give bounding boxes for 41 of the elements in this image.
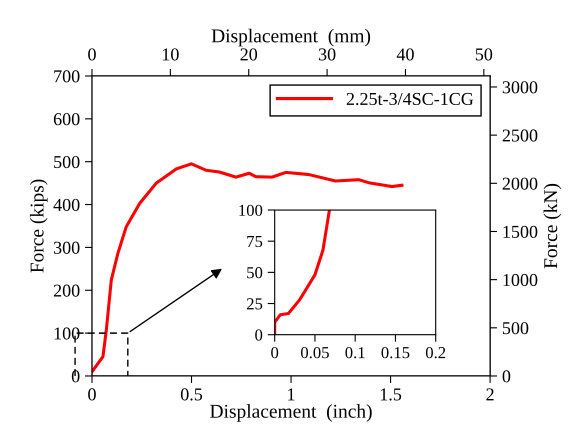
y2-tick-label: 3000 bbox=[502, 81, 538, 94]
y-tick-label: 200 bbox=[54, 284, 80, 297]
y-tick-label: 600 bbox=[54, 113, 80, 126]
x2-tick-label: 0 bbox=[88, 48, 96, 61]
x-tick-label: 0 bbox=[88, 388, 96, 400]
y-tick-label: 50 bbox=[247, 267, 262, 278]
y-tick-label: 0 bbox=[255, 329, 262, 341]
y2-tick-label: 500 bbox=[502, 322, 528, 334]
x-tick-label: 0 bbox=[271, 346, 278, 358]
y2-tick-label: 1000 bbox=[503, 274, 538, 286]
y-tick-label: 100 bbox=[54, 327, 80, 340]
x2-tick-label: 30 bbox=[318, 48, 336, 61]
y-tick-label: 0 bbox=[72, 370, 80, 382]
y2-axis-title: Force (kN) bbox=[544, 184, 562, 268]
y2-tick-label: 1500 bbox=[503, 226, 538, 238]
y2-tick-label: 2000 bbox=[502, 178, 538, 190]
x-tick-label: 0.2 bbox=[426, 346, 446, 358]
x-tick-label: 0.15 bbox=[381, 346, 410, 358]
x-tick-label: 0.1 bbox=[345, 346, 365, 358]
y-tick-label: 100 bbox=[239, 204, 262, 216]
x2-tick-label: 50 bbox=[476, 48, 492, 61]
y-tick-label: 300 bbox=[54, 242, 80, 254]
y-tick-label: 700 bbox=[54, 70, 80, 82]
x-axis-title: Displacement (inch) bbox=[210, 404, 372, 422]
x-tick-label: 1.5 bbox=[380, 388, 402, 401]
x2-tick-label: 40 bbox=[396, 48, 414, 61]
x-tick-label: 0.05 bbox=[300, 346, 329, 358]
x2-tick-label: 20 bbox=[240, 48, 258, 61]
x-tick-label: 1 bbox=[288, 388, 294, 400]
y-tick-label: 500 bbox=[54, 156, 80, 168]
y-tick-label: 25 bbox=[246, 298, 262, 310]
y-tick-label: 400 bbox=[53, 198, 80, 211]
y2-tick-label: 0 bbox=[502, 370, 510, 382]
legend-label: 2.25t-3/4SC-1CG bbox=[346, 92, 474, 106]
x2-axis-title: Displacement (mm) bbox=[212, 28, 370, 46]
y2-tick-label: 2500 bbox=[502, 129, 538, 142]
y-tick-label: 75 bbox=[247, 236, 262, 248]
x-tick-label: 2 bbox=[486, 388, 494, 400]
y-axis-title: Force (kips) bbox=[30, 180, 48, 273]
x2-tick-label: 10 bbox=[162, 48, 179, 61]
x-tick-label: 0.5 bbox=[180, 388, 202, 401]
